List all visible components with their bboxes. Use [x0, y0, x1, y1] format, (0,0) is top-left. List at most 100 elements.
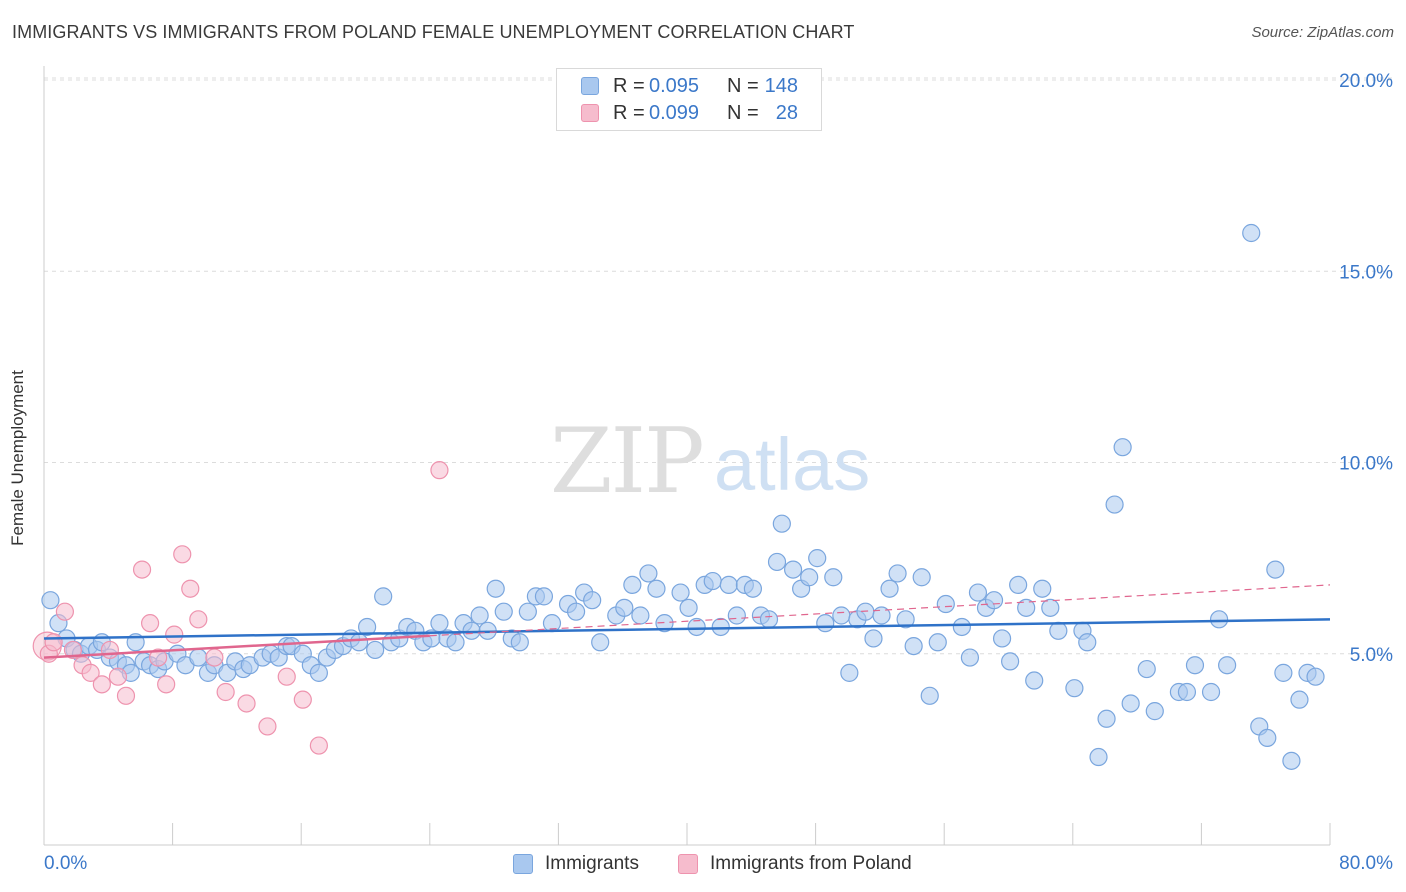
- poland-point: [140, 614, 160, 633]
- legend-label: Immigrants from Poland: [710, 853, 912, 874]
- immigrants-point: [912, 568, 931, 587]
- immigrants-point: [832, 606, 851, 625]
- immigrants-point: [41, 591, 60, 610]
- immigrants-point: [1025, 671, 1044, 690]
- y-tick-label: 20.0%: [1339, 71, 1393, 92]
- immigrants-point: [309, 663, 328, 682]
- trend-lines: [43, 584, 1331, 659]
- poland-point: [116, 686, 136, 705]
- poland-point: [55, 602, 74, 621]
- immigrants-point: [679, 598, 698, 617]
- immigrants-point: [984, 591, 1004, 610]
- watermark-zip: ZIP: [550, 409, 703, 514]
- source-label: Source: ZipAtlas.com: [1251, 24, 1394, 41]
- immigrants-point: [1274, 663, 1293, 682]
- r-value: 0.099: [649, 102, 700, 124]
- legend-row-immigrants: R = 0.095 N = 148: [557, 73, 821, 99]
- immigrants-point: [631, 606, 650, 625]
- immigrants-point: [936, 594, 955, 614]
- immigrants-point: [904, 636, 923, 656]
- immigrants-point: [743, 579, 763, 598]
- poland-point: [189, 610, 208, 629]
- poland-swatch: [678, 854, 698, 874]
- immigrants-point: [591, 633, 610, 652]
- axes: [43, 66, 1331, 846]
- n-value: 148: [764, 75, 798, 97]
- immigrants-point: [1290, 690, 1309, 709]
- poland-point: [149, 648, 168, 667]
- immigrants-point: [1209, 610, 1229, 629]
- poland-point: [165, 625, 184, 644]
- immigrants-point: [1009, 575, 1028, 595]
- immigrants-point: [1306, 667, 1325, 686]
- immigrants-point: [1041, 598, 1060, 617]
- chart-title: IMMIGRANTS VS IMMIGRANTS FROM POLAND FEM…: [12, 22, 855, 42]
- immigrants-point: [671, 583, 690, 602]
- legend-label: Immigrants: [545, 853, 639, 874]
- poland-trend-line: [43, 634, 430, 659]
- immigrants-point: [727, 606, 746, 625]
- immigrants-point: [1201, 682, 1221, 702]
- immigrants-point: [1113, 438, 1132, 457]
- poland-point: [258, 717, 277, 736]
- immigrants-point: [767, 552, 787, 572]
- immigrants-point: [349, 633, 369, 652]
- immigrants-point: [446, 633, 465, 652]
- x-tick-label: 80.0%: [1339, 853, 1393, 874]
- immigrants-point: [1033, 579, 1052, 598]
- immigrants-swatch: [581, 77, 599, 95]
- poland-swatch: [581, 104, 599, 122]
- correlation-legend: R = 0.095 N = 148 R = 0.099 N = 28: [556, 68, 822, 131]
- immigrants-point: [1065, 679, 1084, 698]
- r-value: 0.095: [649, 75, 700, 97]
- immigrants-point: [1266, 560, 1285, 579]
- immigrants-point: [920, 686, 939, 705]
- immigrants-point: [1258, 728, 1277, 748]
- immigrants-point: [1145, 702, 1164, 721]
- poland-point: [157, 675, 176, 694]
- immigrants-point: [639, 564, 658, 583]
- r-label: R =: [613, 75, 645, 97]
- immigrants-point: [1105, 495, 1124, 514]
- n-label: N =: [727, 102, 759, 124]
- n-value: 28: [775, 102, 798, 124]
- immigrants-point: [840, 663, 859, 682]
- immigrants-point: [872, 606, 891, 625]
- y-tick-label: 15.0%: [1339, 262, 1393, 283]
- immigrants-point: [510, 633, 529, 652]
- poland-point: [92, 675, 111, 694]
- immigrants-point: [783, 560, 803, 579]
- poland-point: [237, 694, 256, 713]
- immigrants-point: [430, 614, 449, 633]
- immigrants-point: [1049, 621, 1068, 640]
- immigrants-point: [864, 629, 883, 648]
- immigrants-point: [759, 610, 779, 629]
- immigrants-point: [189, 648, 208, 667]
- immigrants-point: [1097, 709, 1116, 728]
- poland-point: [181, 579, 200, 598]
- y-tick-label: 5.0%: [1350, 645, 1393, 666]
- immigrants-point: [968, 583, 988, 602]
- immigrants-point: [1078, 633, 1097, 652]
- immigrants-point: [992, 629, 1012, 648]
- poland-point: [63, 640, 83, 660]
- immigrants-point: [1017, 598, 1036, 617]
- poland-point: [277, 667, 296, 686]
- poland-point: [81, 663, 100, 682]
- immigrants-point: [494, 602, 513, 621]
- poland-point: [132, 560, 152, 579]
- n-label: N =: [727, 75, 759, 97]
- immigrants-points: [41, 223, 1325, 770]
- immigrants-point: [928, 633, 947, 652]
- immigrants-point: [888, 564, 907, 583]
- poland-point: [293, 690, 312, 709]
- immigrants-point: [374, 587, 393, 606]
- watermark: ZIP atlas: [550, 409, 870, 514]
- immigrants-point: [1177, 682, 1197, 702]
- grid-lines: [44, 77, 1395, 655]
- immigrants-point: [518, 602, 537, 621]
- immigrants-point: [719, 575, 738, 595]
- immigrants-point: [486, 579, 505, 598]
- immigrants-point: [1185, 656, 1205, 675]
